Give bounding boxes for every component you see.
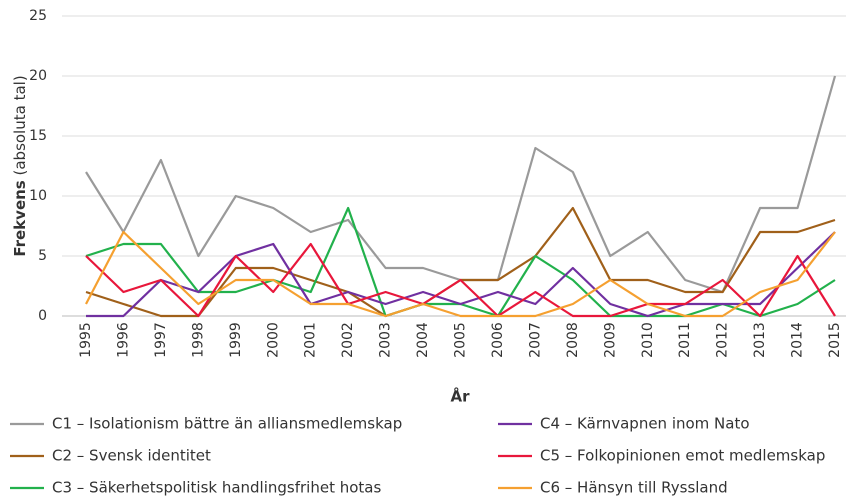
x-tick-label: 2007: [527, 322, 543, 358]
x-tick-label: 2011: [677, 322, 693, 358]
x-axis-label: År: [450, 387, 470, 406]
x-tick-label: 1996: [115, 322, 131, 358]
x-tick-label: 2000: [265, 322, 281, 358]
legend-label: C3 – Säkerhetspolitisk handlingsfrihet h…: [52, 479, 381, 497]
legend-label: C4 – Kärnvapnen inom Nato: [540, 415, 750, 433]
series-line: [85, 206, 836, 318]
x-tick-label: 2004: [415, 322, 431, 358]
x-tick-label: 2006: [490, 322, 506, 358]
x-tick-label: 2014: [790, 322, 806, 358]
x-tick-label: 1995: [78, 322, 94, 358]
x-tick-label: 2010: [640, 322, 656, 358]
legend-label: C2 – Svensk identitet: [52, 447, 211, 465]
legend-label: C1 – Isolationism bättre än alliansmedle…: [52, 415, 402, 433]
y-label-bold: Frekvens: [11, 180, 29, 256]
x-tick-label: 2003: [378, 322, 394, 358]
series-line: [85, 206, 836, 318]
x-tick-label: 2009: [602, 322, 618, 358]
x-tick-label: 1998: [190, 322, 206, 358]
y-tick-label: 25: [29, 8, 47, 24]
x-tick-label: 2001: [303, 322, 319, 358]
x-tick-label: 2012: [715, 322, 731, 358]
series-line: [85, 230, 836, 318]
x-tick-label: 2008: [565, 322, 581, 358]
y-tick-label: 5: [38, 248, 47, 264]
x-tick-label: 1997: [153, 322, 169, 358]
legend-label: C6 – Hänsyn till Ryssland: [540, 479, 728, 497]
y-label-normal: (absoluta tal): [11, 75, 29, 175]
legend-label: C5 – Folkopinionen emot medlemskap: [540, 447, 825, 465]
y-tick-label: 15: [29, 128, 47, 144]
x-tick-label: 2005: [453, 322, 469, 358]
y-tick-label: 20: [29, 68, 47, 84]
x-tick-label: 2013: [752, 322, 768, 358]
y-tick-label: 0: [38, 308, 47, 324]
y-tick-label: 10: [29, 188, 47, 204]
y-axis-label: Frekvens (absoluta tal): [11, 75, 29, 256]
x-tick-label: 2015: [827, 322, 843, 358]
series-line: [86, 231, 836, 318]
x-tick-label: 1999: [228, 322, 244, 358]
x-tick-label: 2002: [340, 322, 356, 358]
series-line: [85, 75, 837, 294]
